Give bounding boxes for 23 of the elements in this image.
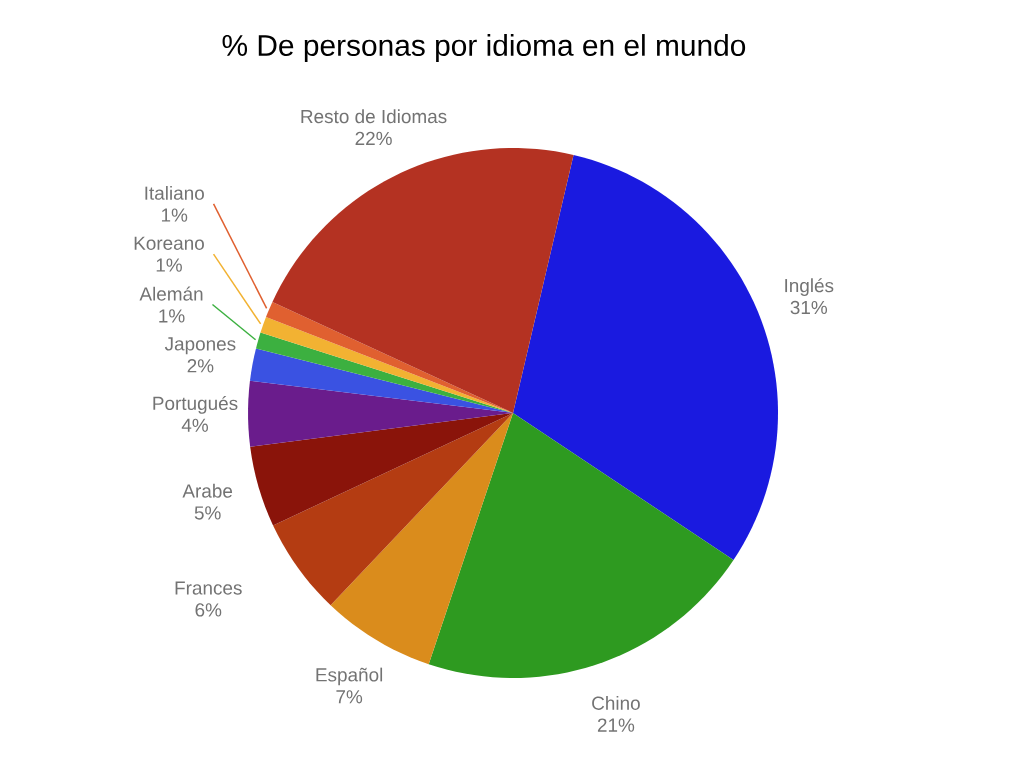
data-label: 6%	[195, 603, 222, 617]
slice-label: Alemán	[139, 286, 203, 301]
data-label: 21%	[597, 718, 635, 732]
slice-label: Frances	[175, 581, 242, 595]
data-label: 1%	[161, 208, 188, 222]
slice-label: Koreano	[134, 236, 204, 250]
data-label: 4%	[181, 418, 209, 432]
slice-label: Italiano	[145, 185, 204, 200]
data-label: 5%	[194, 506, 221, 520]
data-label: 1%	[159, 309, 185, 323]
slice-label: Resto de Idiomas	[301, 109, 447, 124]
data-label: 31%	[790, 300, 828, 315]
slice-label: Japones	[164, 337, 236, 355]
slice-label: Inglés	[785, 278, 834, 297]
data-label: 2%	[187, 359, 214, 373]
data-label: 7%	[336, 690, 363, 704]
slice-label: Chino	[592, 695, 640, 710]
slice-label: Arabe	[182, 483, 233, 498]
data-label: 22%	[355, 131, 392, 146]
chart-title: % De personas por idioma en el mundo	[222, 34, 746, 62]
slice-label: Portugués	[153, 395, 238, 414]
data-label: 1%	[156, 258, 182, 272]
slice-label: Español	[316, 667, 383, 686]
